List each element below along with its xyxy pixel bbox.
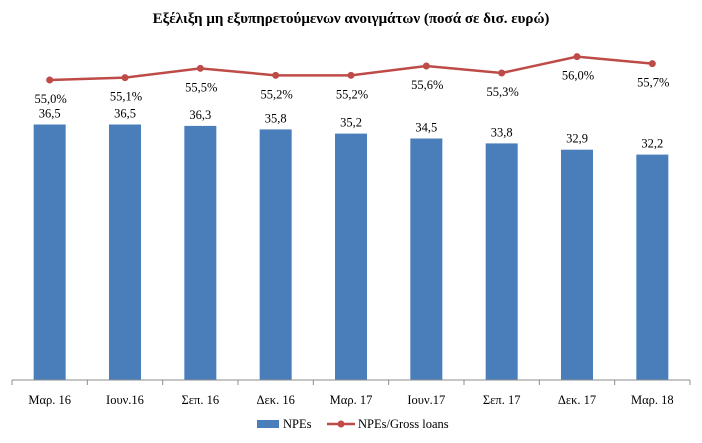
line-layer: 55,0% 55,1% 55,5% 55,2% 55,2% 55,6% 55,3% 56,0%… [35, 53, 669, 106]
bar-npes [109, 124, 141, 380]
ratio-label: 55,1% [110, 90, 142, 104]
x-ticks: Μαρ. 16 Ιουν.16 Σεπ. 16 Δεκ. 16 Μαρ. 17 Ιουν.… [11, 380, 691, 407]
x-tick-label: Σεπ. 16 [182, 393, 220, 407]
x-tick-label: Μαρ. 16 [28, 393, 71, 407]
bar-label: 33,8 [491, 125, 513, 139]
bar-npes [485, 143, 518, 380]
bar-label: 36,3 [189, 108, 211, 122]
ratio-label: 55,6% [411, 78, 443, 92]
bar-label: 32,9 [566, 132, 588, 146]
legend-swatch-ratio-marker [337, 420, 345, 428]
ratio-point [498, 69, 506, 77]
ratio-label: 55,5% [185, 80, 217, 94]
bar-npes [410, 138, 443, 380]
ratio-point [573, 53, 581, 61]
bar-label: 35,2 [340, 116, 362, 130]
x-tick-label: Δεκ. 17 [558, 393, 596, 407]
bar-label: 32,2 [641, 137, 663, 151]
bar-npes [335, 133, 367, 380]
legend-label-ratio: NPEs/Gross loans [358, 417, 449, 431]
x-tick-label: Ιουν.17 [407, 393, 445, 407]
legend-swatch-npes [257, 420, 279, 428]
bar-npes [33, 124, 66, 380]
ratio-label: 55,2% [261, 87, 293, 101]
bar-label: 34,5 [415, 121, 437, 135]
ratio-label: 55,3% [487, 85, 519, 99]
x-tick-label: Μαρ. 17 [330, 393, 373, 407]
ratio-point [46, 76, 54, 84]
bar-npes [561, 149, 593, 380]
bar-label: 36,5 [39, 107, 61, 121]
x-tick-label: Ιουν.16 [106, 393, 144, 407]
bar-label: 35,8 [265, 111, 287, 125]
ratio-point [272, 71, 280, 79]
ratio-label: 56,0% [562, 69, 594, 83]
bar-npes [259, 129, 292, 380]
ratio-point [196, 64, 204, 72]
x-tick-label: Δεκ. 16 [256, 393, 294, 407]
bar-npes [636, 154, 669, 380]
x-tick-label: Σεπ. 17 [483, 393, 521, 407]
ratio-point [347, 71, 355, 79]
bar-npes [184, 125, 217, 381]
chart-title: Εξέλιξη μη εξυπηρετούμενων ανοιγμάτων (π… [153, 11, 550, 27]
bars-layer: 36,5 36,5 36,3 35,8 35,2 34,5 33,8 32,9 32,2 [33, 107, 669, 381]
ratio-label: 55,7% [637, 76, 669, 90]
ratio-label: 55,2% [336, 87, 368, 101]
ratio-point [121, 74, 129, 82]
legend: NPEs NPEs/Gross loans [257, 417, 449, 431]
ratio-point [648, 60, 656, 68]
x-tick-label: Μαρ. 18 [631, 393, 674, 407]
legend-label-npes: NPEs [283, 417, 312, 431]
ratio-label: 55,0% [35, 92, 67, 106]
bar-label: 36,5 [114, 107, 136, 121]
ratio-point [422, 62, 430, 70]
